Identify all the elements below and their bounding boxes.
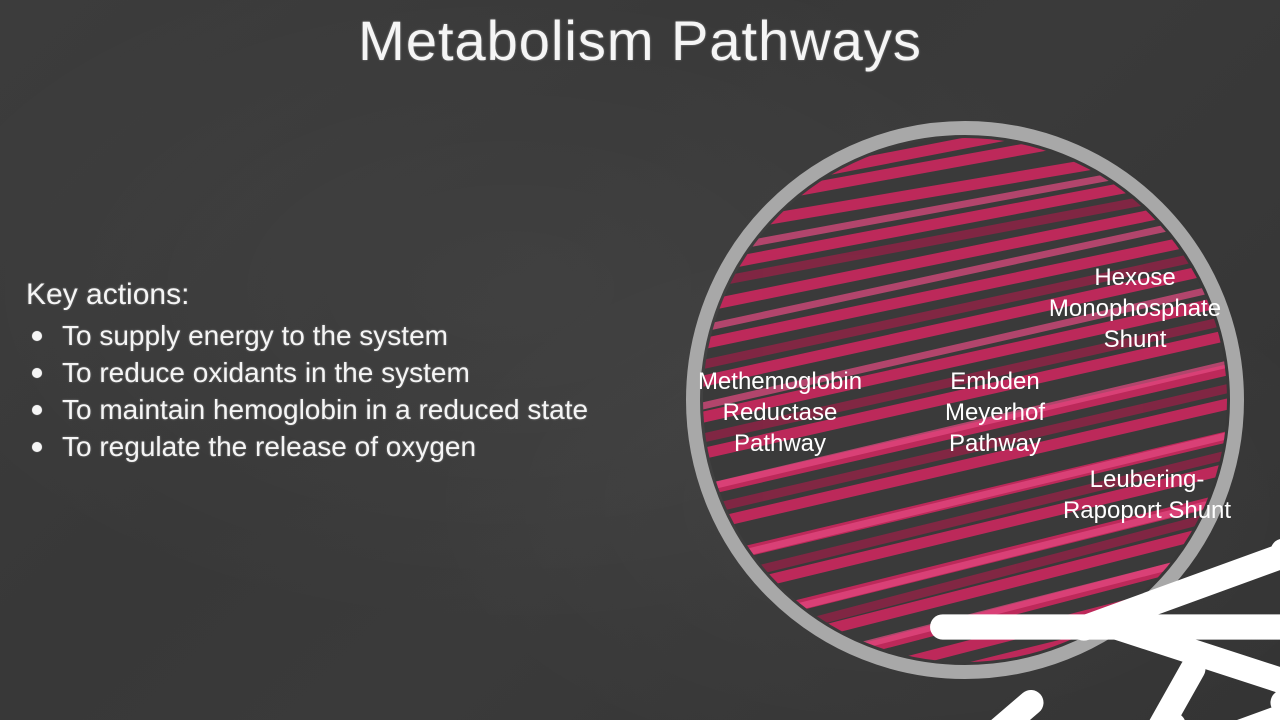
list-item-label: To maintain hemoglobin in a reduced stat… <box>62 392 588 429</box>
node-line: Embden <box>950 368 1039 395</box>
key-actions-list: To supply energy to the system To reduce… <box>26 318 588 466</box>
list-item-label: To supply energy to the system <box>62 318 448 355</box>
key-actions-heading: Key actions: <box>26 278 588 312</box>
list-item: To reduce oxidants in the system <box>26 355 588 392</box>
node-line: Methemoglobin <box>698 368 862 395</box>
list-item: To maintain hemoglobin in a reduced stat… <box>26 392 588 429</box>
bullet-icon <box>32 442 42 452</box>
key-actions-block: Key actions: To supply energy to the sys… <box>26 278 588 466</box>
list-item: To supply energy to the system <box>26 318 588 355</box>
list-item-label: To reduce oxidants in the system <box>62 355 470 392</box>
bullet-icon <box>32 368 42 378</box>
node-line: Reductase <box>723 399 838 426</box>
slide-canvas: Metabolism Pathways Key actions: To supp… <box>0 0 1280 720</box>
node-line: Hexose <box>1094 264 1175 291</box>
list-item: To regulate the release of oxygen <box>26 429 588 466</box>
page-title: Metabolism Pathways <box>358 8 922 73</box>
bullet-icon <box>32 331 42 341</box>
bullet-icon <box>32 405 42 415</box>
cell-diagram: Methemoglobin Reductase Pathway Embden M… <box>675 110 1255 690</box>
node-methemoglobin: Methemoglobin Reductase Pathway <box>680 366 880 460</box>
list-item-label: To regulate the release of oxygen <box>62 429 476 466</box>
node-line: Monophosphate <box>1049 295 1221 322</box>
node-line: Pathway <box>734 430 826 457</box>
node-line: Shunt <box>1104 326 1167 353</box>
